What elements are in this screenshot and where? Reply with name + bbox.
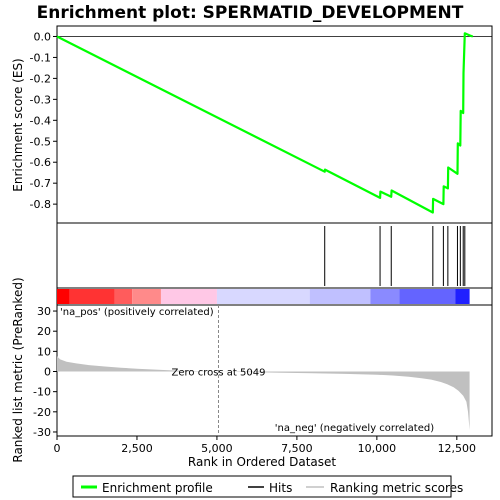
es-y-tick-label: -0.5 [30,135,51,148]
es-y-axis: 0.0 -0.1 -0.2 -0.3 -0.4 -0.5 -0.6 -0.7 -0.8 [30,30,57,211]
metric-y-tick-label: 30 [37,305,51,318]
es-y-tick-label: -0.1 [30,51,51,64]
heatmap-segment [160,289,217,304]
zero-cross-label: Zero cross at 5049 [172,368,266,379]
legend-label-hits: Hits [269,481,292,495]
heatmap-segment [216,289,310,304]
es-y-tick-label: -0.3 [30,93,51,106]
es-y-tick-label: -0.6 [30,156,51,169]
heatmap-segment [455,289,470,304]
x-tick-label: 12,500 [438,442,477,455]
heatmap-segment [69,289,115,304]
es-y-axis-label: Enrichment score (ES) [11,58,25,191]
es-y-tick-label: -0.8 [30,198,51,211]
x-tick-label: 5,000 [201,442,233,455]
metric-y-axis-label: Ranked list metric (PreRanked) [11,277,25,462]
legend-label-enrichment-profile: Enrichment profile [102,481,213,495]
metric-y-tick-label: 0 [44,366,51,379]
heatmap-segment [370,289,400,304]
heatmap-segment [399,289,456,304]
x-tick-label: 2,500 [121,442,153,455]
es-y-tick-label: -0.7 [30,177,51,190]
metric-y-axis: 30 20 10 0 -10 -20 -30 [33,305,57,439]
x-axis: 0 2,500 5,000 7,500 10,000 12,500 [54,436,477,455]
negative-correlation-label: 'na_neg' (negatively correlated) [275,423,434,434]
metric-y-tick-label: -20 [33,406,51,419]
rank-heatmap-bar [57,289,470,304]
metric-y-tick-label: 10 [37,345,51,358]
heatmap-segment [114,289,133,304]
metric-y-tick-label: -30 [33,426,51,439]
legend-label-ranking-metric: Ranking metric scores [330,481,463,495]
es-y-tick-label: -0.4 [30,114,51,127]
x-tick-label: 7,500 [281,442,313,455]
hits-markers [324,226,466,286]
heatmap-segment [132,289,161,304]
chart-title: Enrichment plot: SPERMATID_DEVELOPMENT [37,3,464,23]
legend: Enrichment profile Hits Ranking metric sco… [72,475,463,498]
x-tick-label: 0 [54,442,61,455]
es-y-tick-label: -0.2 [30,72,51,85]
es-panel-frame [56,25,493,224]
x-axis-label: Rank in Ordered Dataset [188,455,336,469]
metric-y-tick-label: -10 [33,386,51,399]
heatmap-segment [309,289,371,304]
hits-panel-frame [56,222,493,289]
x-tick-label: 10,000 [358,442,397,455]
positive-correlation-label: 'na_pos' (positively correlated) [60,307,214,318]
metric-y-tick-label: 20 [37,325,51,338]
es-y-tick-label: 0.0 [34,30,52,43]
enrichment-profile-line [56,32,474,214]
heatmap-segment [57,289,70,304]
